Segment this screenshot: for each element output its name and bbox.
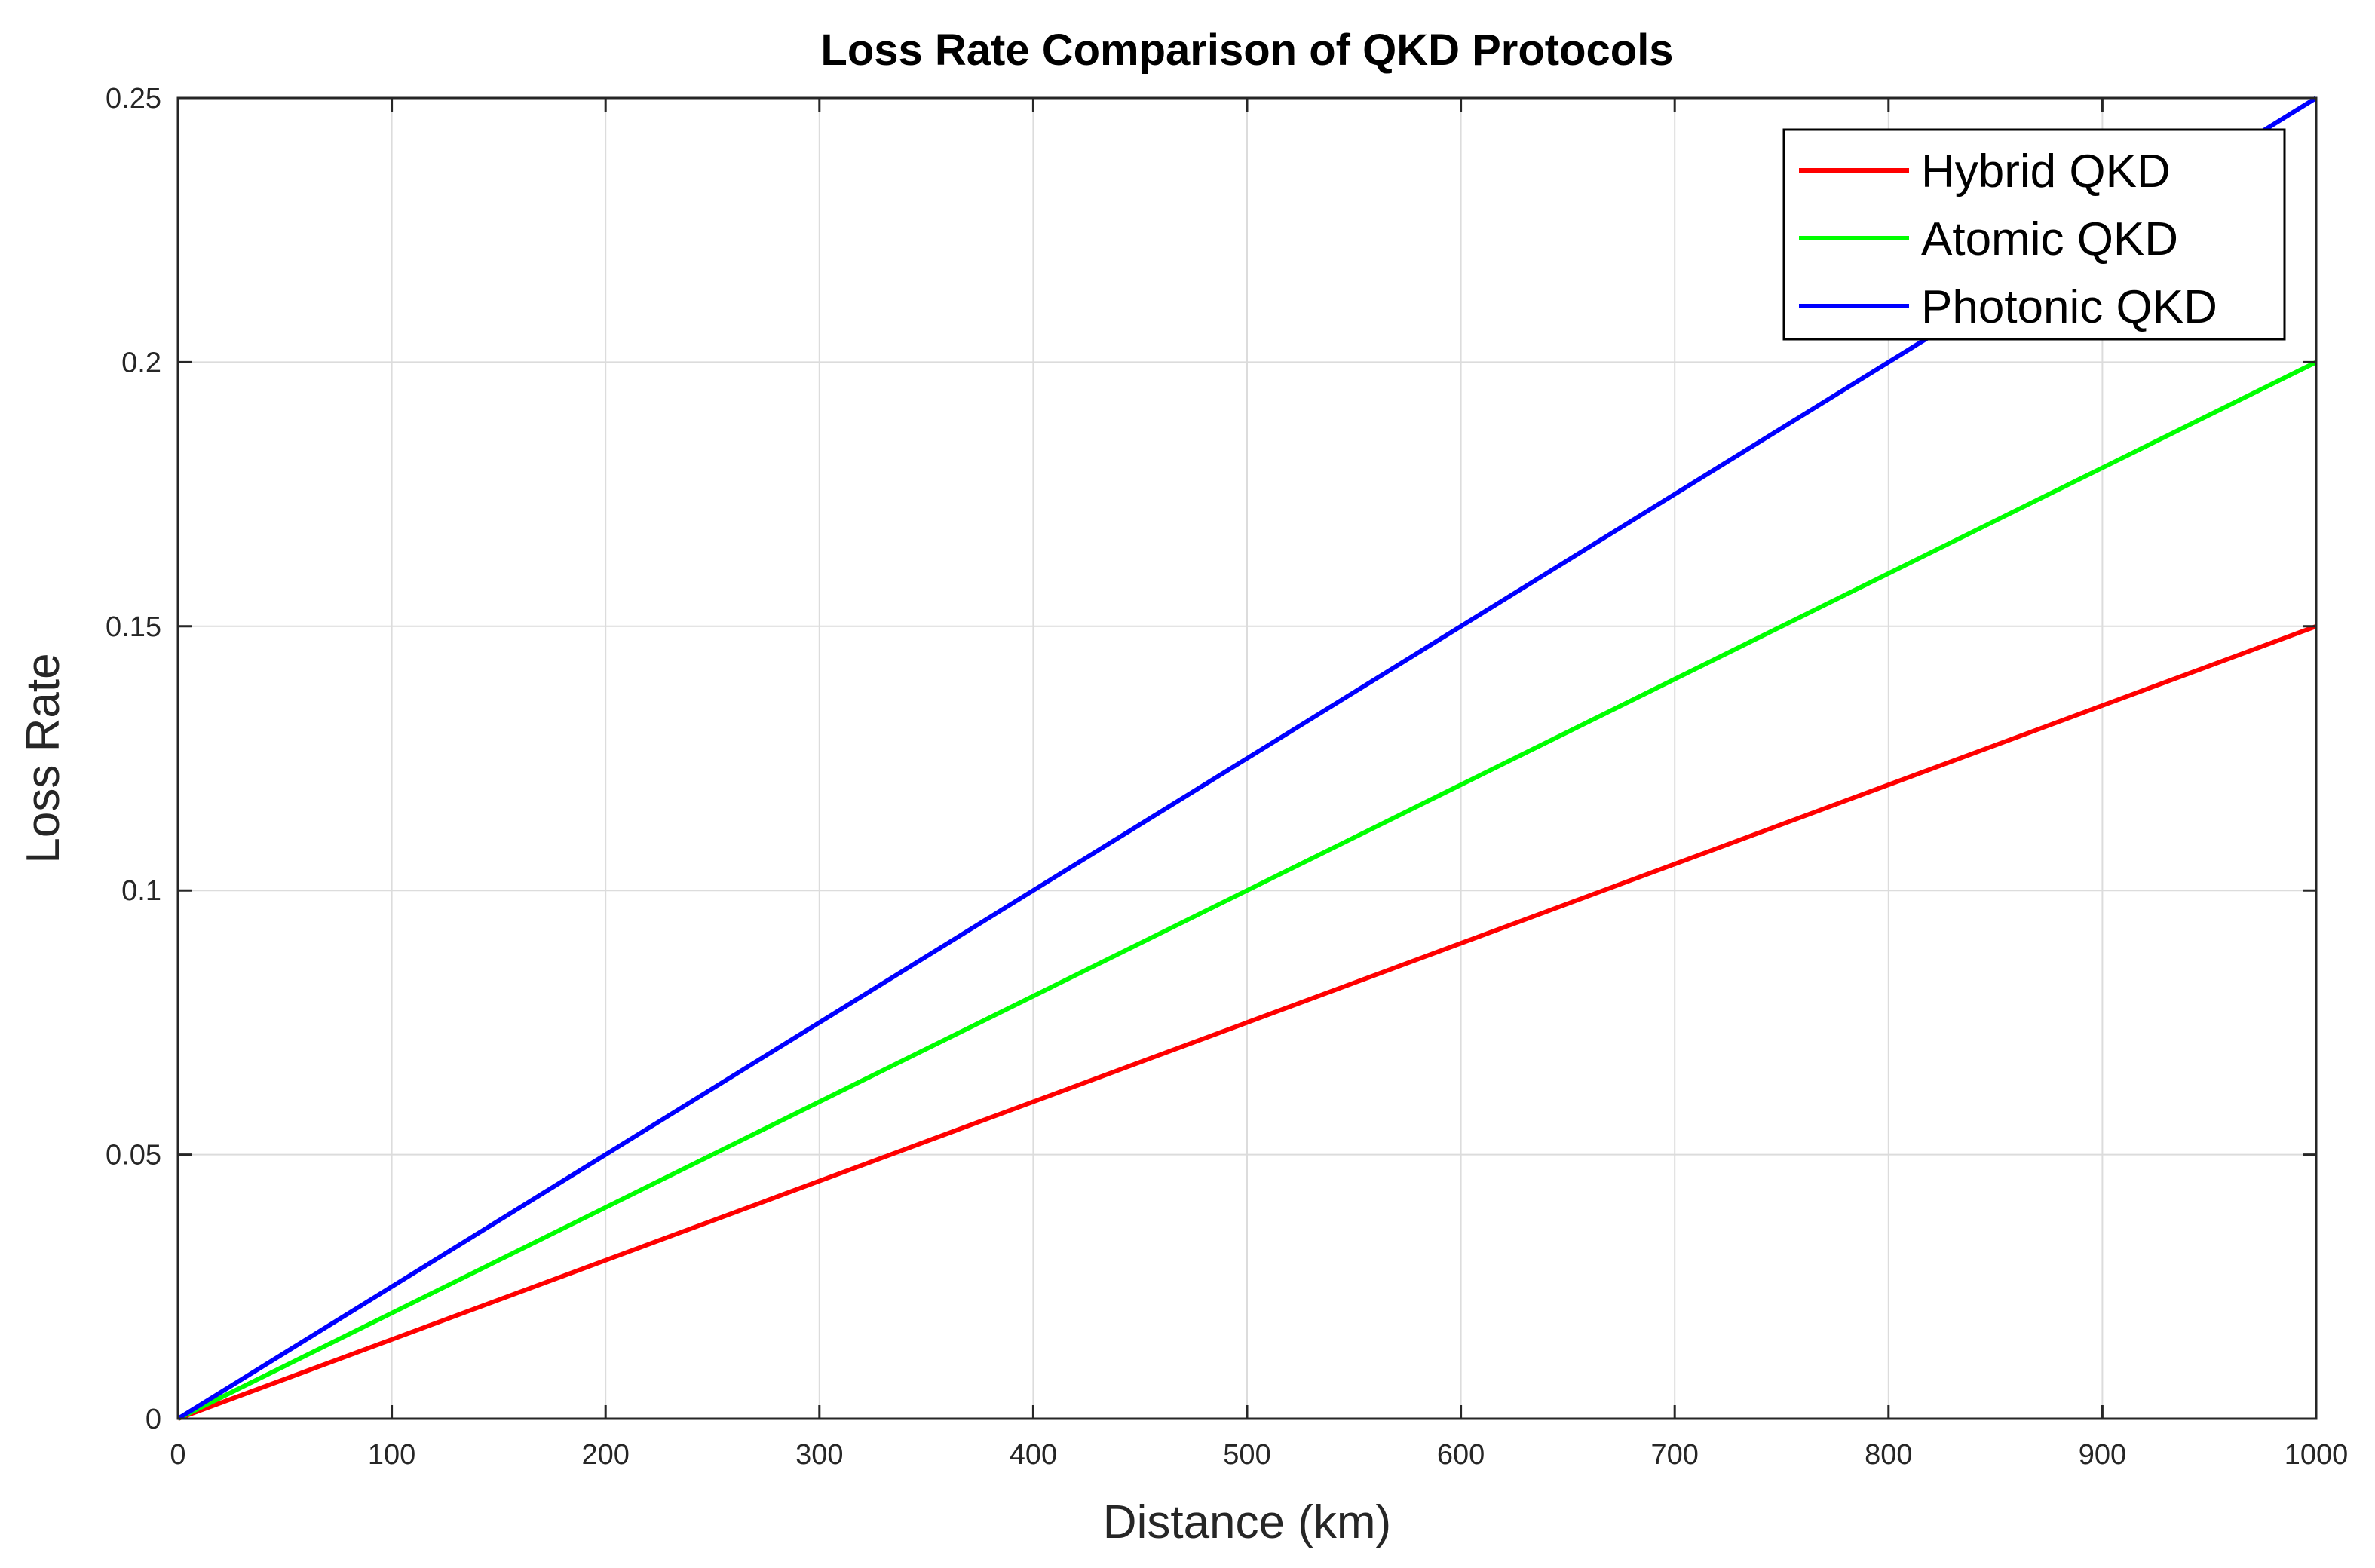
x-tick-label: 800 — [1865, 1439, 1912, 1471]
y-tick-label: 0.05 — [106, 1140, 161, 1171]
x-tick-label: 0 — [170, 1439, 185, 1471]
x-tick-label: 300 — [795, 1439, 843, 1471]
legend-label-photonic-qkd: Photonic QKD — [1921, 281, 2217, 333]
x-tick-label: 500 — [1223, 1439, 1270, 1471]
chart-title: Loss Rate Comparison of QKD Protocols — [820, 26, 1673, 75]
x-tick-label: 600 — [1437, 1439, 1485, 1471]
y-tick-label: 0 — [146, 1404, 161, 1435]
series-line-hybrid-qkd — [176, 623, 2318, 1421]
y-axis-label: Loss Rate — [17, 653, 69, 863]
x-tick-label: 700 — [1650, 1439, 1698, 1471]
x-tick-label: 100 — [368, 1439, 415, 1471]
x-tick-label: 400 — [1010, 1439, 1057, 1471]
legend-label-atomic-qkd: Atomic QKD — [1921, 213, 2178, 265]
y-tick-label: 0.1 — [121, 875, 161, 907]
y-tick-label: 0.15 — [106, 611, 161, 643]
ticks: 0 100 200 300 400 500 600 700 800 900 1000 0 0.05 0.1… — [106, 83, 2348, 1471]
legend: Hybrid QKD Atomic QKD Photonic QKD — [1782, 128, 2286, 341]
x-tick-label: 200 — [581, 1439, 629, 1471]
x-axis-label: Distance (km) — [1103, 1496, 1391, 1548]
x-tick-label: 1000 — [2285, 1439, 2349, 1471]
series-line-atomic-qkd — [176, 360, 2318, 1421]
legend-label-hybrid-qkd: Hybrid QKD — [1921, 145, 2171, 198]
x-tick-label: 900 — [2079, 1439, 2126, 1471]
y-tick-label: 0.25 — [106, 83, 161, 115]
y-tick-label: 0.2 — [121, 347, 161, 378]
